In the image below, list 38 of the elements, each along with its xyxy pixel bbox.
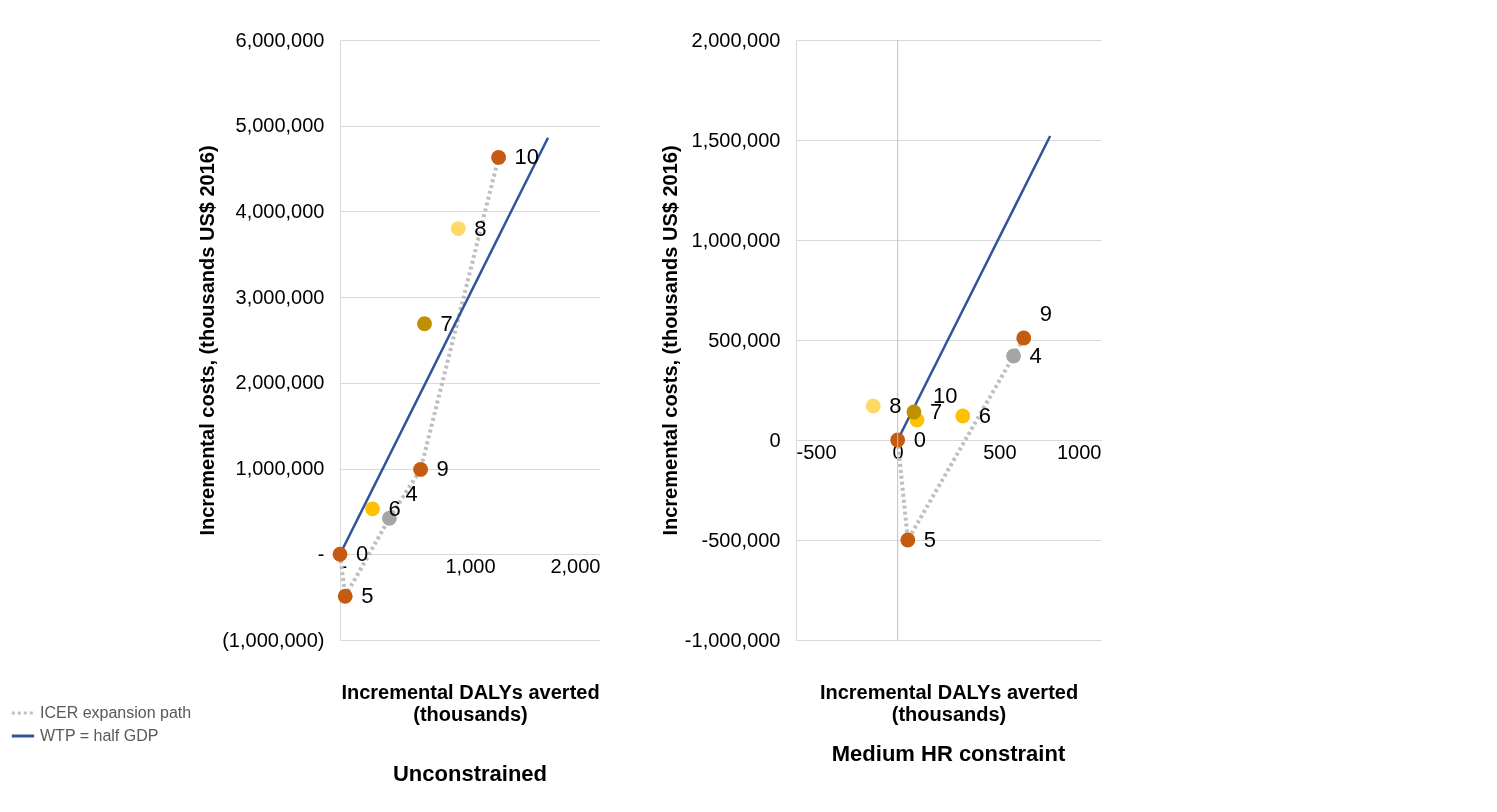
y-tick-label: -500,000 bbox=[701, 528, 781, 551]
annotation: 8 bbox=[889, 393, 902, 418]
y-tick-label: 3,000,000 bbox=[235, 285, 325, 308]
x-tick-label: 2,000 bbox=[550, 554, 601, 577]
y-tick-label: 2,000,000 bbox=[235, 371, 325, 394]
y-tick-label: 2,000,000 bbox=[691, 28, 781, 51]
annotation: 9 bbox=[436, 456, 449, 482]
annotation: 5 bbox=[361, 583, 374, 609]
annotation: 10 bbox=[514, 144, 540, 170]
annotation: 6 bbox=[978, 403, 991, 428]
legend-label: WTP = half GDP bbox=[40, 727, 159, 744]
y-tick-label: 4,000,000 bbox=[235, 199, 325, 222]
text: Unconstrained bbox=[392, 761, 548, 786]
annotation: 4 bbox=[405, 481, 418, 507]
annotation: 4 bbox=[1029, 343, 1042, 368]
x-tick-label: 1,000 bbox=[445, 554, 496, 577]
y-tick-label: (1,000,000) bbox=[222, 628, 325, 651]
y-tick-label: 1,000,000 bbox=[235, 457, 325, 480]
annotation: 5 bbox=[923, 527, 937, 552]
x-tick-label: -500 bbox=[796, 440, 837, 463]
x-axis-title: Incremental DALYs averted (thousands) bbox=[819, 680, 1079, 725]
annotation: 8 bbox=[474, 215, 487, 241]
x-axis-title: Incremental DALYs averted (thousands) bbox=[341, 680, 600, 725]
annotation: 6 bbox=[388, 495, 401, 521]
y-tick-label: 1,500,000 bbox=[691, 128, 781, 151]
x-tick-label: 1000 bbox=[1057, 440, 1102, 463]
y-tick-label: -1,000,000 bbox=[684, 628, 781, 651]
legend-label: ICER expansion path bbox=[40, 704, 192, 721]
annotation: 7 bbox=[440, 310, 453, 336]
y-axis-title: Incremental costs, (thousands US$ 2016) bbox=[658, 145, 681, 536]
y-tick-label: 500,000 bbox=[708, 328, 781, 351]
annotation: 9 bbox=[1039, 301, 1052, 326]
y-tick-label: 1,000,000 bbox=[691, 228, 781, 251]
x-tick-label: 500 bbox=[983, 440, 1017, 463]
y-tick-label: 5,000,000 bbox=[235, 114, 325, 137]
y-tick-label: 6,000,000 bbox=[235, 28, 325, 51]
y-axis-title: Incremental costs, (thousands US$ 2016) bbox=[196, 145, 219, 536]
text: Medium HR constraint bbox=[831, 741, 1066, 766]
